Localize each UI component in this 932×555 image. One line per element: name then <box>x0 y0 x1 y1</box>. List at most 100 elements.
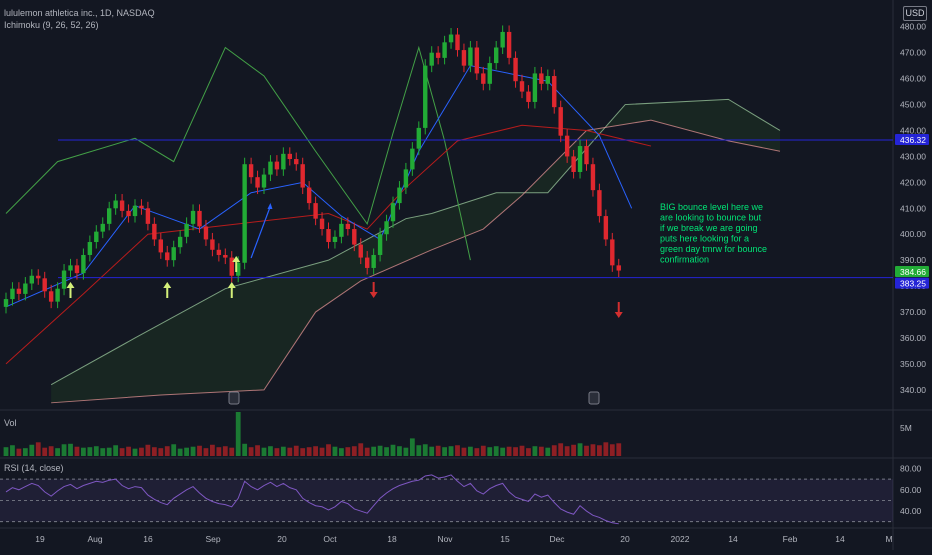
volume-bar <box>319 447 325 456</box>
volume-bar <box>268 446 273 456</box>
candle <box>410 148 415 170</box>
x-tick-label: 14 <box>728 534 738 544</box>
earnings-marker <box>588 391 600 405</box>
candle <box>442 42 447 58</box>
volume-bar <box>513 447 518 456</box>
volume-bar <box>68 443 73 456</box>
volume-bar <box>81 447 86 456</box>
x-tick-label: Nov <box>437 534 453 544</box>
volume-bar <box>493 446 499 456</box>
price-tick-label: 360.00 <box>900 333 926 343</box>
volume-bar <box>480 445 486 456</box>
volume-bar <box>435 445 441 456</box>
currency-badge[interactable]: USD <box>903 6 927 21</box>
candle <box>326 229 331 243</box>
candle <box>545 76 550 84</box>
candle <box>365 257 370 268</box>
volume-bar <box>197 445 202 456</box>
price-label-bg <box>895 277 929 289</box>
candle <box>332 236 338 243</box>
rsi-tick-label: 40.00 <box>900 506 922 516</box>
up-arrow <box>227 282 236 298</box>
price-tick-label: 340.00 <box>900 385 926 395</box>
candle <box>113 200 118 209</box>
price-tick-label: 410.00 <box>900 203 926 213</box>
volume-bar <box>300 448 306 456</box>
candle <box>590 164 596 191</box>
candle <box>119 200 125 211</box>
x-tick-label: Dec <box>549 534 565 544</box>
candle <box>345 223 351 230</box>
volume-bar <box>164 446 170 456</box>
candle <box>371 254 376 268</box>
candle <box>455 34 460 51</box>
candle <box>281 153 286 170</box>
volume-bar <box>551 445 557 456</box>
x-tick-label: 15 <box>500 534 510 544</box>
candle <box>616 265 621 271</box>
price-tick-label: 470.00 <box>900 48 926 58</box>
candle <box>571 156 576 172</box>
volume-bar <box>455 445 460 456</box>
symbol-title: lululemon athletica inc., 1D, NASDAQ <box>4 8 155 18</box>
volume-bar <box>332 446 338 456</box>
candle <box>603 216 609 240</box>
volume-bar <box>235 412 241 456</box>
x-tick-label: Sep <box>205 534 220 544</box>
volume-bar <box>306 447 312 456</box>
volume-bar <box>74 446 80 456</box>
candle <box>210 239 215 250</box>
volume-bar <box>119 448 125 456</box>
ichimoku-kijun <box>5 124 652 365</box>
volume-bar <box>35 442 41 456</box>
price-tick-label: 350.00 <box>900 359 926 369</box>
candle <box>87 242 93 255</box>
volume-bar <box>55 448 60 456</box>
volume-bar <box>190 446 196 456</box>
candle <box>126 210 131 217</box>
volume-bar <box>500 447 506 456</box>
price-label: 383.25 <box>900 279 926 289</box>
candle <box>184 223 189 237</box>
x-tick-label: 16 <box>143 534 153 544</box>
candle <box>42 278 47 292</box>
down-arrow <box>614 302 623 318</box>
annotation-text: green day tmrw for bounce <box>660 244 767 254</box>
volume-bar <box>3 447 9 456</box>
candle <box>319 218 325 230</box>
price-label: 436.32 <box>900 135 926 145</box>
volume-bar <box>448 446 454 456</box>
price-tick-label: 480.00 <box>900 22 926 32</box>
candle <box>10 288 15 300</box>
volume-bar <box>468 446 473 456</box>
candle <box>377 234 383 255</box>
volume-bar <box>22 448 28 456</box>
price-tick-label: 390.00 <box>900 255 926 265</box>
candle <box>597 190 602 217</box>
x-tick-label: Aug <box>87 534 102 544</box>
x-tick-label: Oct <box>323 534 337 544</box>
volume-bar <box>242 443 248 456</box>
price-tick-label: 370.00 <box>900 307 926 317</box>
candle <box>448 34 454 43</box>
candle <box>500 31 505 48</box>
volume-bar <box>377 445 383 456</box>
ichimoku-chikou <box>5 45 471 261</box>
candle <box>248 164 254 178</box>
candle <box>255 177 260 188</box>
candle <box>339 223 344 237</box>
annotation-text: BIG bounce level here we <box>660 202 763 212</box>
candle <box>48 291 54 302</box>
candle <box>300 164 305 188</box>
candle <box>358 244 363 258</box>
volume-bar <box>42 447 48 456</box>
candle <box>100 223 105 232</box>
x-tick-label: 14 <box>835 534 845 544</box>
candle <box>36 275 41 279</box>
x-tick-label: Feb <box>783 534 798 544</box>
rsi-tick-label: 60.00 <box>900 485 922 495</box>
candle <box>390 203 396 222</box>
volume-bar <box>216 447 222 456</box>
